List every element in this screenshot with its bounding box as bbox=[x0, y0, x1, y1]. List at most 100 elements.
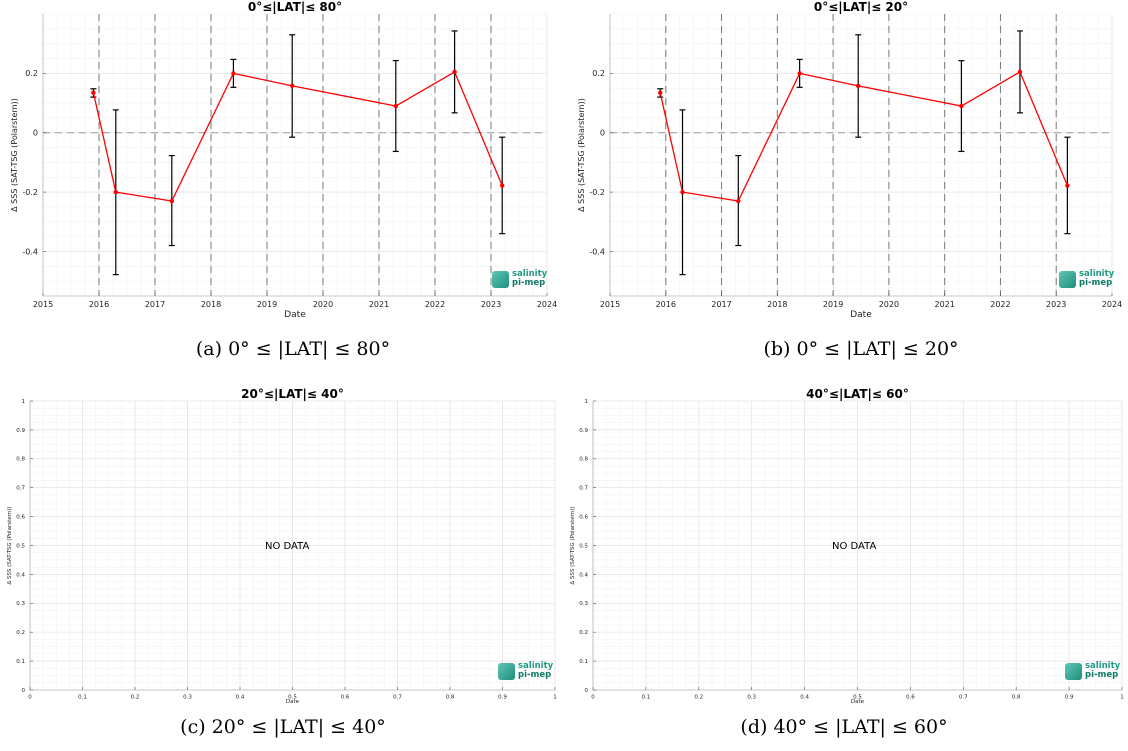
title-prefix: 0°≤ bbox=[248, 0, 272, 14]
x-tick-label: 2019 bbox=[823, 300, 843, 309]
x-tick-label: 0.1 bbox=[642, 695, 651, 701]
x-tick-label: 0.4 bbox=[800, 695, 809, 701]
y-tick-label: 0.2 bbox=[25, 69, 38, 78]
x-tick-label: 2019 bbox=[257, 300, 277, 309]
y-tick-label: 0.8 bbox=[16, 457, 25, 463]
x-tick-label: 2022 bbox=[990, 300, 1010, 309]
title-suffix: ≤ 80° bbox=[305, 0, 342, 14]
x-tick-label: 0.5 bbox=[853, 695, 862, 701]
x-tick-label: 2017 bbox=[711, 300, 731, 309]
y-tick-label: 0.2 bbox=[16, 630, 25, 636]
salinity-pi-mep-logo: salinity pi-mep bbox=[1065, 662, 1120, 680]
y-tick-label: 0.3 bbox=[579, 601, 588, 607]
y-tick-label: 0.1 bbox=[579, 659, 588, 665]
data-point bbox=[169, 198, 174, 204]
caption-d: (d) 40° ≤ |LAT| ≤ 60° bbox=[740, 716, 948, 738]
y-tick-label: 0.9 bbox=[579, 428, 588, 434]
y-tick-label: 0 bbox=[33, 129, 38, 138]
y-tick-label: 1 bbox=[585, 399, 589, 405]
y-tick-label: 0.5 bbox=[16, 543, 25, 549]
series-line bbox=[92, 70, 503, 202]
logo-line1: salinity bbox=[1079, 269, 1115, 279]
data-point bbox=[113, 189, 119, 195]
title-suffix: ≤ 40° bbox=[307, 387, 344, 401]
x-tick-label: 2022 bbox=[425, 300, 445, 309]
y-axis-label: Δ SSS (SAT-TSG (Polarstern)) bbox=[577, 98, 586, 212]
data-point bbox=[452, 69, 457, 75]
data-point bbox=[500, 183, 505, 188]
title-prefix: 0°≤ bbox=[814, 0, 838, 14]
logo-line1: salinity bbox=[1085, 661, 1121, 671]
x-tick-label: 2023 bbox=[481, 300, 501, 309]
logo-line1: salinity bbox=[518, 661, 554, 671]
x-tick-label: 2017 bbox=[145, 300, 165, 309]
data-point bbox=[797, 71, 802, 76]
x-tick-label: 0.6 bbox=[906, 695, 915, 701]
y-tick-label: 0.4 bbox=[579, 572, 588, 578]
no-data-label: NO DATA bbox=[265, 541, 310, 552]
chart-panel-d: 0 0.1 0.2 0.3 0.4 0.5 0.6 0.7 0.8 0.9 1 0 0.1 0.2 0.3 0… bbox=[567, 378, 1128, 751]
y-tick-label: -0.4 bbox=[22, 247, 38, 256]
y-tick-label: 0 bbox=[600, 129, 605, 138]
y-tick-label: 0.7 bbox=[579, 486, 588, 492]
x-tick-label: 2021 bbox=[934, 300, 954, 309]
x-tick-label: 0 bbox=[591, 695, 595, 701]
y-tick-label: 0.8 bbox=[579, 457, 588, 463]
y-axis-label: Δ SSS (SAT-TSG (Polarstern)) bbox=[7, 506, 13, 584]
data-point bbox=[1065, 183, 1070, 188]
x-tick-label: 2015 bbox=[33, 300, 53, 309]
salinity-pi-mep-logo: salinity pi-mep bbox=[1059, 270, 1114, 288]
y-tick-label: -0.2 bbox=[22, 188, 38, 197]
chart-panel-c: 0 0.1 0.2 0.3 0.4 0.5 0.6 0.7 0.8 0.9 1 0 0.1 0.2 0.3 0… bbox=[0, 378, 564, 751]
x-tick-label: 2020 bbox=[879, 300, 899, 309]
logo-line2: pi-mep bbox=[1085, 670, 1119, 680]
chart-panel-b: 2015 2016 2017 2018 2019 2020 2021 2022 2023 2024… bbox=[567, 0, 1128, 375]
x-tick-label: 2018 bbox=[767, 300, 787, 309]
data-point bbox=[290, 83, 295, 89]
y-tick-label: 0 bbox=[585, 688, 589, 694]
x-tick-label: 0.9 bbox=[498, 695, 507, 701]
chart-title: 0°≤|LAT|≤ 20° bbox=[814, 0, 908, 14]
x-tick-label: 0.8 bbox=[1012, 695, 1021, 701]
y-tick-label: 0.5 bbox=[579, 543, 588, 549]
data-point bbox=[680, 189, 685, 195]
x-tick-label: 2016 bbox=[656, 300, 676, 309]
data-point bbox=[393, 103, 398, 109]
x-tick-label: 1 bbox=[553, 695, 557, 701]
x-tick-label: 0.3 bbox=[183, 695, 192, 701]
chart-c: 0 0.1 0.2 0.3 0.4 0.5 0.6 0.7 0.8 0.9 1 0 0.1 0.2 0.3 0… bbox=[7, 387, 557, 705]
logo-icon bbox=[1059, 270, 1076, 288]
x-tick-label: 0.7 bbox=[959, 695, 968, 701]
data-point bbox=[231, 71, 236, 76]
chart-title: 40°≤|LAT|≤ 60° bbox=[806, 387, 909, 401]
chart-title: 0°≤|LAT|≤ 80° bbox=[248, 0, 342, 14]
x-tick-label: 0.2 bbox=[694, 695, 703, 701]
chart-title: 20°≤|LAT|≤ 40° bbox=[241, 387, 344, 401]
x-tick-label: 2015 bbox=[600, 300, 620, 309]
chart-b: 2015 2016 2017 2018 2019 2020 2021 2022 2023 2024… bbox=[577, 0, 1122, 320]
data-point bbox=[1017, 69, 1023, 75]
series-line bbox=[659, 70, 1068, 202]
y-tick-label: 1 bbox=[22, 399, 26, 405]
x-tick-label: 0.2 bbox=[131, 695, 140, 701]
x-tick-label: 0 bbox=[28, 695, 32, 701]
x-tick-label: 2024 bbox=[1102, 300, 1122, 309]
y-tick-label: -0.2 bbox=[589, 188, 605, 197]
no-data-label: NO DATA bbox=[832, 541, 877, 552]
logo-icon bbox=[498, 662, 515, 680]
data-point bbox=[959, 103, 964, 109]
caption-a: (a) 0° ≤ |LAT| ≤ 80° bbox=[195, 338, 391, 360]
data-point bbox=[91, 90, 96, 95]
y-tick-label: 0.4 bbox=[16, 572, 25, 578]
x-tick-label: 0.9 bbox=[1065, 695, 1074, 701]
y-tick-label: 0.1 bbox=[16, 659, 25, 665]
logo-line2: pi-mep bbox=[518, 670, 552, 680]
x-axis-label: Date bbox=[850, 310, 872, 320]
caption-c: (c) 20° ≤ |LAT| ≤ 40° bbox=[180, 716, 386, 738]
y-axis-label: Δ SSS (SAT-TSG (Polarstern)) bbox=[10, 98, 19, 212]
caption-b: (b) 0° ≤ |LAT| ≤ 20° bbox=[763, 338, 959, 360]
data-point bbox=[856, 83, 861, 89]
y-tick-label: 0 bbox=[22, 688, 26, 694]
x-tick-label: 0.5 bbox=[288, 695, 297, 701]
data-point bbox=[658, 90, 663, 95]
